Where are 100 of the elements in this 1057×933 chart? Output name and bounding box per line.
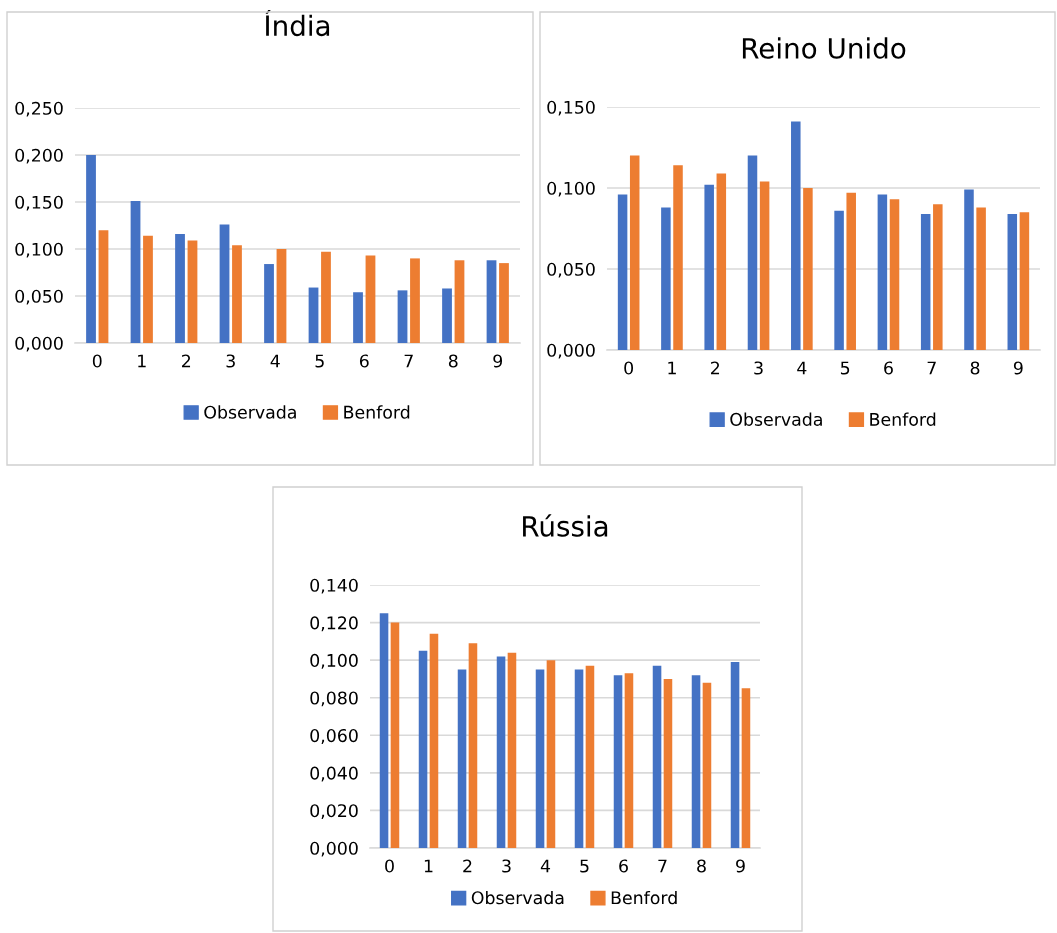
bar [976, 207, 986, 350]
x-tick-label: 7 [658, 859, 667, 873]
y-tick-label: 0,250 [15, 101, 63, 117]
bar [663, 678, 673, 848]
bar [661, 207, 671, 350]
chart-title: Índia [265, 10, 330, 37]
bar [507, 652, 517, 848]
bar [574, 669, 584, 848]
bar [747, 155, 758, 350]
bar [353, 292, 363, 343]
x-tick-label: 4 [797, 361, 807, 375]
bar [499, 263, 509, 343]
bar [964, 189, 974, 350]
bar [429, 633, 439, 848]
bar [219, 224, 230, 343]
bar [397, 290, 408, 343]
bar [716, 173, 727, 350]
bar [730, 662, 740, 848]
bar [624, 673, 634, 848]
x-tick-label: 5 [315, 354, 324, 368]
y-tick-label: 0,050 [547, 262, 595, 278]
bar [187, 240, 198, 343]
legend-label: Observada [730, 412, 822, 426]
x-tick-label: 1 [668, 361, 676, 375]
chart-title: Reino Unido [742, 37, 906, 59]
y-tick-label: 0,020 [310, 804, 358, 820]
bar [877, 194, 888, 350]
y-tick-label: 0,000 [547, 343, 595, 359]
x-tick-label: 7 [404, 354, 413, 368]
bar [673, 165, 683, 350]
bar [321, 251, 331, 343]
x-tick-label: 3 [226, 354, 235, 368]
y-tick-label: 0,080 [310, 691, 358, 707]
y-tick-label: 0,000 [310, 841, 358, 857]
y-tick-label: 0,000 [15, 336, 63, 352]
x-tick-label: 3 [754, 361, 763, 375]
bar [585, 665, 595, 848]
bar [629, 155, 640, 350]
x-tick-label: 6 [619, 859, 628, 873]
x-tick-label: 4 [270, 354, 280, 368]
bar [933, 204, 943, 350]
bar [920, 213, 931, 350]
x-tick-label: 0 [92, 354, 102, 368]
bar [175, 233, 185, 343]
bar [98, 230, 109, 343]
bar [1007, 213, 1018, 350]
x-tick-label: 2 [463, 859, 472, 873]
x-tick-label: 9 [736, 859, 745, 873]
y-tick-label: 0,040 [310, 766, 358, 782]
bar [379, 613, 389, 848]
x-tick-label: 0 [385, 859, 394, 873]
y-tick-label: 0,200 [15, 148, 63, 164]
x-tick-label: 8 [697, 859, 706, 873]
bar [846, 192, 856, 350]
x-tick-label: 5 [840, 361, 850, 375]
bar [486, 260, 497, 343]
bar [276, 249, 287, 343]
bar [442, 288, 452, 343]
bar [704, 184, 714, 350]
legend-label: Observada [471, 890, 564, 905]
bar [308, 287, 319, 343]
bar [791, 121, 801, 350]
x-tick-label: 1 [138, 354, 146, 368]
x-tick-label: 6 [884, 361, 893, 375]
x-tick-label: 6 [359, 354, 369, 368]
bar [617, 194, 628, 350]
bar [496, 656, 506, 848]
x-tick-label: 9 [493, 354, 503, 368]
y-tick-label: 0,120 [310, 616, 358, 632]
bar [1019, 212, 1030, 350]
x-tick-label: 2 [182, 354, 191, 368]
y-tick-label: 0,100 [15, 242, 63, 258]
bar [130, 201, 141, 343]
bar [457, 669, 467, 848]
legend-label: Benford [611, 890, 677, 905]
y-tick-label: 0,050 [15, 289, 63, 305]
x-tick-label: 8 [448, 354, 458, 368]
bar [390, 622, 400, 848]
bar [454, 260, 465, 343]
bar [889, 199, 900, 350]
bar [613, 675, 623, 848]
chart-title: Rússia [523, 514, 608, 537]
x-tick-label: 3 [502, 859, 511, 873]
y-tick-label: 0,140 [310, 578, 358, 594]
bar [546, 660, 556, 848]
legend-label: Observada [204, 405, 296, 419]
bar [418, 650, 428, 848]
bar [365, 255, 376, 343]
y-tick-label: 0,060 [310, 729, 358, 744]
bar [741, 688, 751, 848]
y-tick-label: 0,100 [310, 653, 358, 669]
bar [232, 245, 242, 343]
x-tick-label: 7 [927, 361, 936, 375]
x-tick-label: 2 [711, 361, 720, 375]
legend-label: Benford [870, 412, 936, 426]
bar [143, 235, 153, 343]
x-tick-label: 5 [580, 859, 589, 873]
bar [410, 258, 420, 343]
y-tick-label: 0,150 [547, 100, 595, 116]
bar [264, 264, 274, 343]
